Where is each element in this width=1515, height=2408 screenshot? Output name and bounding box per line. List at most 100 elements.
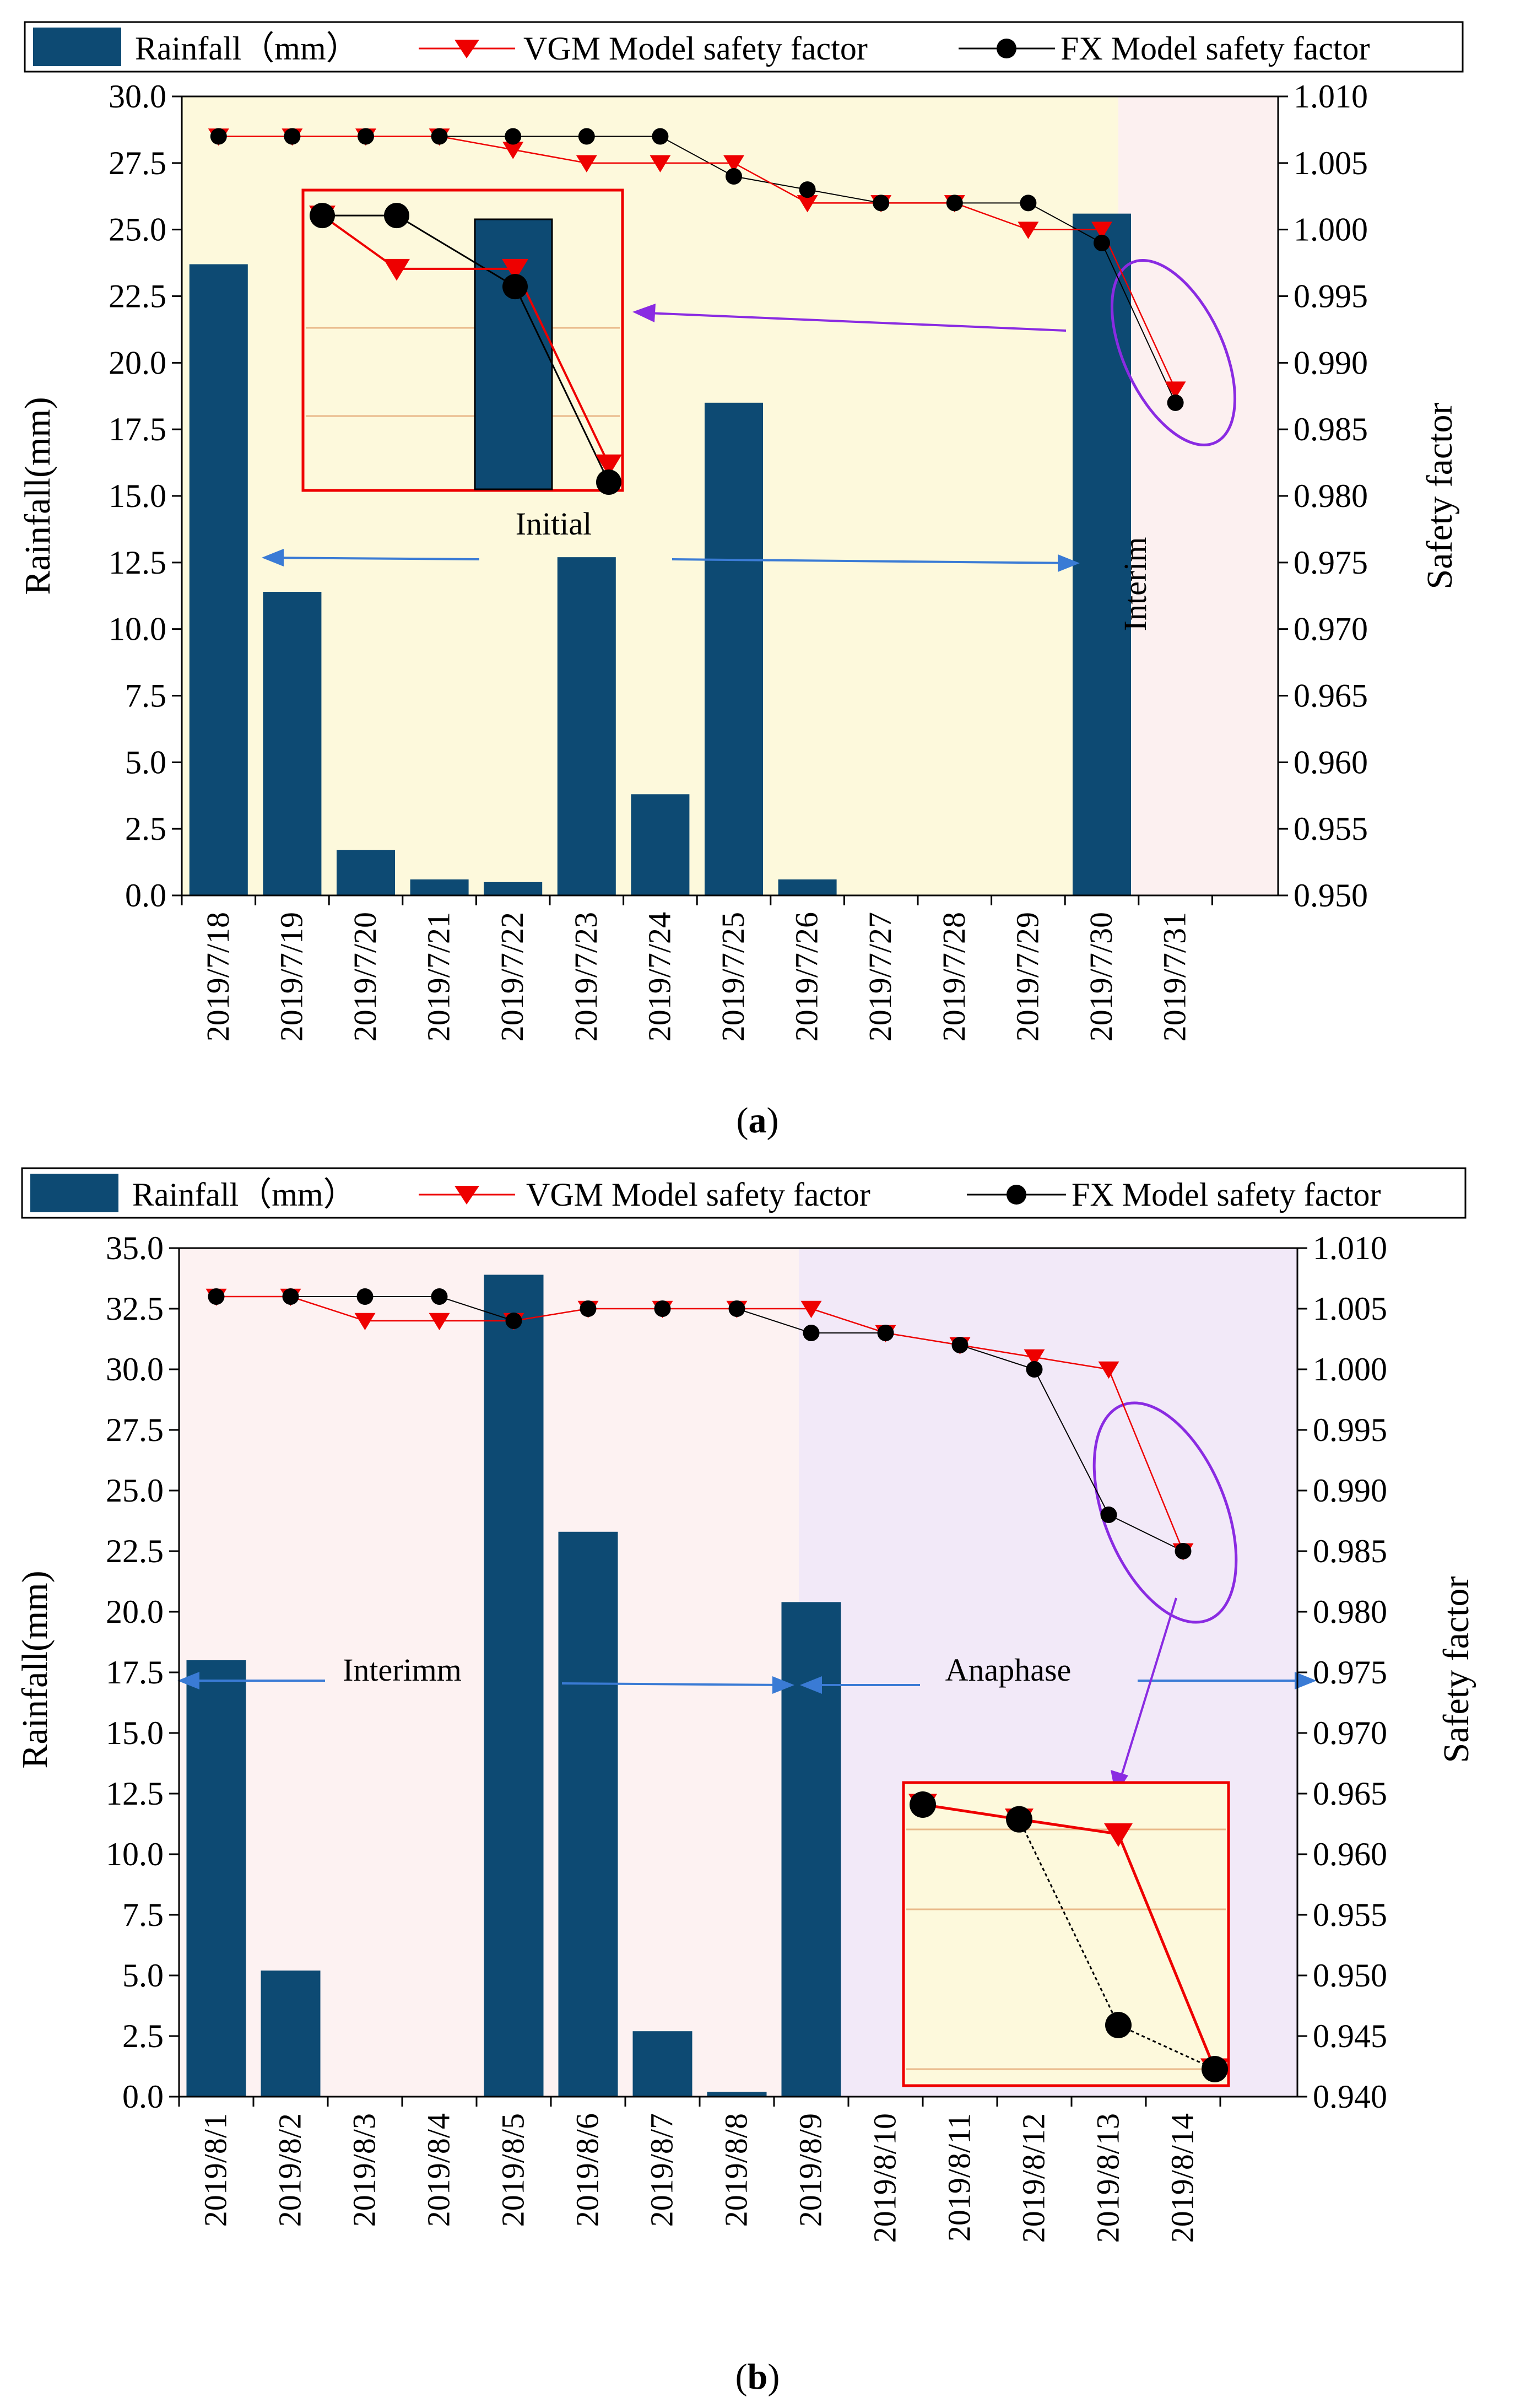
y-tick-label-b: 22.5	[106, 1533, 164, 1569]
y2-tick-label-b: 0.960	[1313, 1836, 1387, 1872]
y2-tick-label-a: 0.950	[1294, 877, 1368, 914]
rainfall-bar-b	[261, 1970, 321, 2097]
y-tick-label-a: 17.5	[109, 411, 166, 447]
y2-tick-label-b: 0.955	[1313, 1897, 1387, 1933]
y-tick-label-b: 7.5	[122, 1897, 164, 1933]
vgm-point-a	[1018, 222, 1039, 239]
fx-point-a	[946, 195, 963, 212]
inset-fx-point-b	[910, 1791, 936, 1818]
rainfall-bar-a	[705, 402, 763, 895]
fx-point-b	[1100, 1507, 1117, 1523]
legend-vgm-label-a: VGM Model safety factor	[523, 30, 868, 67]
arrow-anaphase-right-head-b	[1295, 1672, 1317, 1689]
y2-tick-label-a: 0.970	[1294, 611, 1368, 647]
highlight-ellipse-b	[1092, 1401, 1238, 1624]
y2-axis-label-b: Safety factor	[1436, 1576, 1476, 1763]
phase-arrows-b: Interimm Anaphase	[177, 1401, 1317, 1795]
fx-point-a	[726, 168, 742, 185]
y2-tick-label-b: 0.940	[1313, 2078, 1387, 2115]
inset-lines-a	[309, 203, 622, 495]
fx-point-a	[210, 128, 227, 145]
legend-rainfall-swatch-b	[30, 1174, 118, 1212]
lines-a	[208, 128, 1186, 411]
legend-fx-marker-a	[997, 39, 1016, 58]
panel-label-b: (b)	[735, 2357, 780, 2397]
y-tick-label-b: 27.5	[106, 1412, 164, 1448]
y2-tick-label-a: 0.960	[1294, 744, 1368, 780]
fx-point-b	[803, 1325, 820, 1341]
panel-b: Rainfall（mm） VGM Model safety factor FX …	[15, 1167, 1476, 2397]
fx-point-a	[799, 181, 816, 198]
fx-point-b	[654, 1300, 671, 1317]
phase-label-interim-a: Interim	[1117, 537, 1153, 631]
x-tick-label-a: 2019/7/21	[421, 912, 457, 1041]
y2-tick-label-b: 1.010	[1313, 1230, 1387, 1266]
inset-pointer-b	[1120, 1597, 1177, 1778]
y2-tick-label-a: 0.975	[1294, 544, 1368, 581]
y2-tick-label-b: 0.965	[1313, 1775, 1387, 1812]
phase-label-anaphase-b: Anaphase	[945, 1652, 1072, 1688]
inset-vgm-line-b	[922, 1803, 1216, 2070]
y-tick-label-b: 20.0	[106, 1594, 164, 1630]
vgm-point-a	[650, 155, 671, 172]
rainfall-bar-b	[484, 1275, 544, 2097]
rainfall-bar-b	[632, 2031, 692, 2097]
x-tick-label-b: 2019/8/4	[421, 2113, 457, 2227]
y-tick-label-b: 30.0	[106, 1351, 164, 1387]
y2-tick-label-a: 0.955	[1294, 811, 1368, 847]
x-tick-label-b: 2019/8/14	[1165, 2113, 1200, 2243]
y-tick-label-b: 25.0	[106, 1472, 164, 1509]
highlight-ellipse-a	[1110, 258, 1237, 447]
arrow-initial-right-head-a	[1058, 554, 1080, 572]
rainfall-bar-a	[189, 264, 248, 895]
inset-fx-point-a	[596, 469, 621, 495]
vgm-line-a	[218, 136, 1176, 390]
inset-vgm-point-a	[383, 258, 410, 281]
y-tick-label-a: 7.5	[125, 678, 166, 714]
y-tick-label-b: 0.0	[122, 2078, 164, 2115]
y-tick-label-b: 2.5	[122, 2018, 164, 2054]
phase-label-initial-a: Initial	[516, 506, 592, 542]
phase-arrows-a: Initial Interim	[262, 258, 1237, 631]
fx-point-b	[1026, 1361, 1043, 1378]
legend-a: Rainfall（mm） VGM Model safety factor FX …	[24, 21, 1464, 73]
inset-fx-point-a	[384, 203, 409, 229]
x-tick-label-b: 2019/8/7	[644, 2113, 680, 2227]
y2-tick-label-a: 1.000	[1294, 212, 1368, 248]
y2-tick-label-a: 1.010	[1294, 78, 1368, 115]
vgm-point-b	[800, 1300, 822, 1319]
x-tick-label-b: 2019/8/3	[347, 2113, 382, 2227]
fx-point-a	[1094, 234, 1110, 251]
arrow-initial-left-a	[264, 557, 480, 560]
fx-point-b	[1175, 1543, 1192, 1559]
x-tick-label-a: 2019/7/30	[1083, 912, 1119, 1041]
y-tick-label-b: 5.0	[122, 1957, 164, 1994]
x-tick-label-a: 2019/7/25	[715, 912, 751, 1041]
axes-b: 0.0 2.5 5.0 7.5 10.0 12.5 15.0 17.5 20.0 22.5 25.0…	[106, 1230, 1387, 2243]
x-tick-label-a: 2019/7/19	[273, 912, 309, 1041]
fx-point-a	[284, 128, 301, 145]
inset-vgm-point-a	[596, 454, 622, 477]
rainfall-bar-a	[778, 879, 837, 895]
y2-tick-label-b: 0.950	[1313, 1957, 1387, 1994]
x-tick-label-b: 2019/8/2	[272, 2113, 308, 2227]
y2-tick-label-b: 0.980	[1313, 1594, 1387, 1630]
y-tick-label-a: 22.5	[109, 278, 166, 315]
y2-tick-label-b: 0.995	[1313, 1412, 1387, 1448]
panel-a: Rainfall（mm） VGM Model safety factor FX …	[18, 21, 1464, 1141]
inset-a	[301, 188, 624, 495]
vgm-point-a	[576, 155, 597, 172]
fx-point-a	[505, 128, 522, 145]
y2-tick-label-a: 0.965	[1294, 678, 1368, 714]
bars-a	[189, 213, 1131, 896]
y2-tick-label-a: 0.985	[1294, 411, 1368, 447]
legend-fx-marker-b	[1007, 1185, 1026, 1205]
y2-tick-label-b: 0.975	[1313, 1654, 1387, 1691]
y-tick-label-a: 30.0	[109, 78, 166, 115]
x-tick-label-b: 2019/8/6	[570, 2113, 605, 2227]
inset-fx-point-b	[1105, 2012, 1132, 2038]
y2-axis-label-a: Safety factor	[1420, 402, 1460, 589]
y-tick-label-a: 25.0	[109, 212, 166, 248]
arrow-interimm-right-head-b	[772, 1676, 794, 1694]
inset-fx-point-a	[310, 203, 335, 229]
